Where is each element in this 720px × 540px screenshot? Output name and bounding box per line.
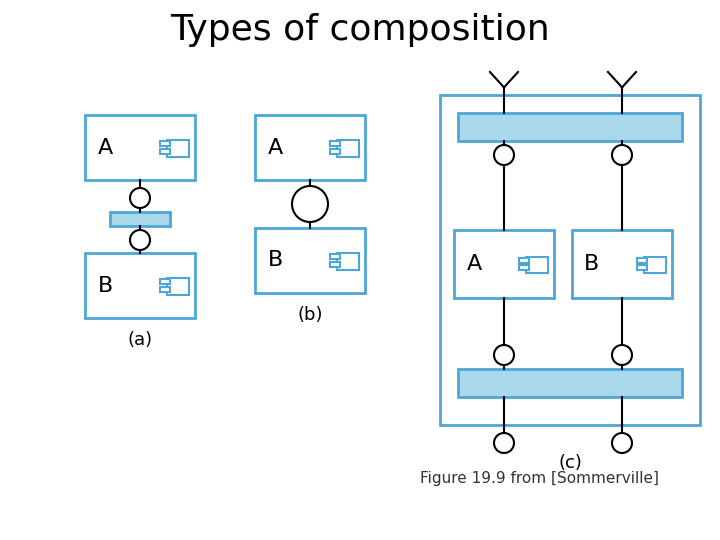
FancyBboxPatch shape [160,287,170,292]
Bar [110,212,170,226]
Circle shape [612,345,632,365]
Circle shape [494,345,514,365]
FancyBboxPatch shape [167,278,189,294]
FancyBboxPatch shape [337,140,359,157]
Text: (c): (c) [558,454,582,472]
FancyBboxPatch shape [644,256,666,273]
Text: Types of composition: Types of composition [170,13,550,47]
Text: A: A [267,138,283,158]
FancyBboxPatch shape [330,148,340,153]
Bar [458,113,682,141]
Text: (a): (a) [127,331,153,349]
FancyBboxPatch shape [519,265,529,270]
Circle shape [494,433,514,453]
FancyBboxPatch shape [85,115,195,180]
Bar [458,369,682,397]
FancyBboxPatch shape [255,228,365,293]
Circle shape [612,145,632,165]
FancyBboxPatch shape [160,141,170,146]
FancyBboxPatch shape [85,253,195,318]
FancyBboxPatch shape [167,140,189,157]
FancyBboxPatch shape [160,148,170,153]
FancyBboxPatch shape [160,279,170,284]
Circle shape [494,145,514,165]
Circle shape [292,186,328,222]
Text: (b): (b) [297,306,323,324]
FancyBboxPatch shape [526,256,548,273]
FancyBboxPatch shape [572,230,672,298]
FancyBboxPatch shape [440,95,700,425]
FancyBboxPatch shape [330,262,340,267]
FancyBboxPatch shape [519,258,529,263]
FancyBboxPatch shape [330,141,340,146]
Text: A: A [467,254,482,274]
FancyBboxPatch shape [637,258,647,263]
Circle shape [612,433,632,453]
Circle shape [130,188,150,208]
Text: Figure 19.9 from [Sommerville]: Figure 19.9 from [Sommerville] [420,470,660,485]
FancyBboxPatch shape [337,253,359,269]
FancyBboxPatch shape [637,265,647,270]
FancyBboxPatch shape [454,230,554,298]
Text: B: B [585,254,600,274]
Text: A: A [97,138,112,158]
Text: B: B [267,251,283,271]
FancyBboxPatch shape [255,115,365,180]
Circle shape [130,230,150,250]
Text: B: B [97,275,112,295]
FancyBboxPatch shape [330,254,340,259]
